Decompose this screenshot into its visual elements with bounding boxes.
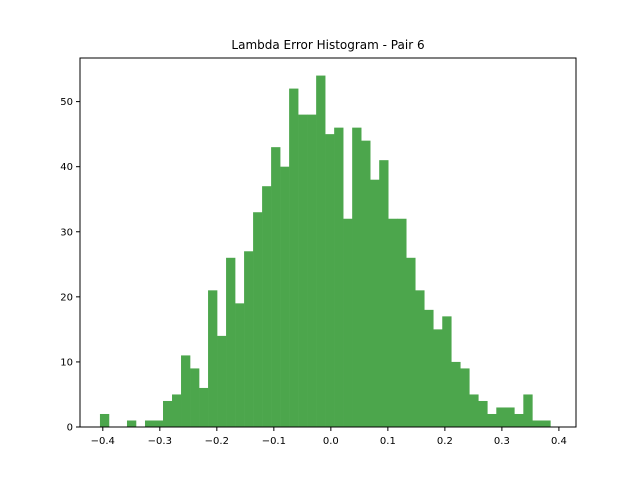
y-tick-label: 30 — [60, 227, 73, 238]
histogram-bar — [532, 420, 542, 427]
y-tick-label: 0 — [67, 423, 73, 434]
histogram-bar — [451, 361, 461, 427]
y-tick-label: 10 — [60, 357, 73, 368]
histogram-bar — [226, 257, 236, 427]
histogram-bar — [478, 400, 488, 427]
histogram-bar — [126, 420, 137, 427]
histogram-bar — [144, 420, 155, 427]
histogram-bar — [370, 179, 380, 427]
y-tick-label: 40 — [60, 162, 73, 173]
histogram-bar — [262, 186, 272, 427]
x-axis: −0.4 −0.3 −0.2 −0.1 0.0 0.1 0.2 0.3 0.4 — [91, 427, 567, 447]
histogram-bar — [172, 394, 182, 427]
x-tick-label: −0.1 — [262, 436, 286, 447]
x-tick-label: 0.4 — [551, 436, 567, 447]
histogram-bar — [541, 420, 551, 427]
histogram-bar — [199, 387, 209, 427]
histogram-bar — [235, 303, 245, 427]
histogram-bar — [316, 75, 326, 428]
histogram-bar — [154, 420, 164, 427]
histogram-bar — [361, 140, 371, 427]
x-tick-label: 0.3 — [494, 436, 510, 447]
histogram-bar — [298, 114, 308, 427]
histogram-bar — [433, 329, 443, 427]
x-tick-label: −0.2 — [205, 436, 229, 447]
histogram-bar — [505, 407, 515, 427]
histogram-bar — [424, 309, 434, 427]
histogram-bar — [415, 290, 425, 427]
plot-frame — [79, 57, 577, 428]
x-tick-label: 0.1 — [380, 436, 396, 447]
histogram-bar — [496, 407, 506, 427]
x-tick-label: 0.0 — [323, 436, 339, 447]
x-tick-label: −0.4 — [91, 436, 115, 447]
histogram-bar — [190, 368, 200, 427]
histogram-bar — [487, 413, 497, 427]
histogram-bar — [469, 394, 479, 427]
x-tick-label: 0.2 — [437, 436, 453, 447]
bars-group — [99, 75, 551, 428]
histogram-bar — [289, 88, 299, 427]
chart-title: Lambda Error Histogram - Pair 6 — [231, 38, 424, 52]
histogram-bar — [325, 134, 335, 427]
histogram-bar — [514, 413, 524, 427]
histogram-bar — [181, 355, 191, 427]
histogram-bar — [460, 368, 470, 427]
histogram-bar — [163, 400, 173, 427]
histogram-bar — [442, 316, 452, 427]
y-tick-label: 20 — [60, 292, 73, 303]
histogram-bar — [307, 114, 317, 427]
histogram-bar — [523, 394, 533, 427]
histogram-bar — [343, 218, 353, 427]
histogram-bar — [244, 251, 254, 427]
histogram-bar — [271, 147, 281, 427]
histogram-bar — [208, 290, 218, 427]
histogram-bar — [334, 127, 344, 427]
histogram-bar — [388, 218, 398, 427]
x-tick-label: −0.3 — [148, 436, 172, 447]
histogram-bar — [253, 212, 263, 427]
histogram-bar — [99, 413, 110, 427]
y-axis: 0 10 20 30 40 50 — [60, 97, 80, 434]
histogram-bar — [397, 218, 407, 427]
histogram-bar — [280, 166, 290, 427]
histogram-bar — [217, 335, 227, 427]
y-tick-label: 50 — [60, 97, 73, 108]
histogram-bar — [352, 127, 362, 427]
histogram-bar — [406, 257, 416, 427]
histogram-bar — [379, 160, 389, 427]
